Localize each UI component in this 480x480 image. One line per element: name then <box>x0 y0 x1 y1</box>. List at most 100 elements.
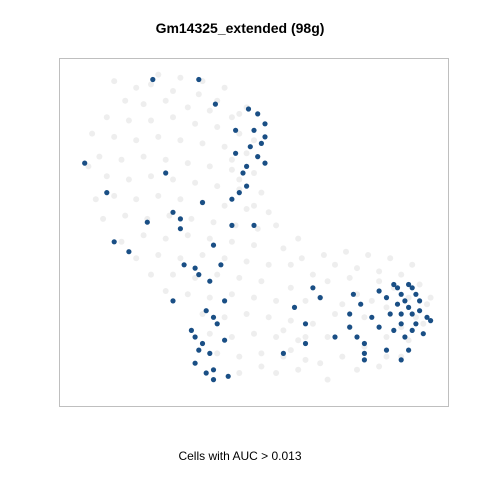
chart-title: Gm14325_extended (98g) <box>155 20 325 36</box>
highlighted-cell-point <box>406 304 412 310</box>
background-cell-point <box>427 294 434 301</box>
background-cell-point <box>251 137 257 144</box>
highlighted-cell-point <box>409 311 415 317</box>
highlighted-cell-point <box>196 272 202 278</box>
background-cell-point <box>309 320 316 327</box>
background-cell-point <box>228 114 235 121</box>
highlighted-cell-point <box>402 334 408 340</box>
background-cell-point <box>243 150 250 157</box>
background-cell-point <box>424 301 430 308</box>
highlighted-cell-point <box>332 334 338 340</box>
background-cell-point <box>251 294 257 301</box>
background-cell-point <box>206 330 213 337</box>
highlighted-cell-point <box>302 340 309 347</box>
highlighted-cell-point <box>233 127 239 133</box>
background-cell-point <box>236 176 243 183</box>
highlighted-cell-point <box>317 295 323 301</box>
background-cell-point <box>273 370 280 376</box>
highlighted-cell-point <box>361 357 367 363</box>
background-cell-point <box>258 363 265 370</box>
background-cell-point <box>405 337 412 344</box>
background-cell-point <box>206 107 213 114</box>
background-cell-point <box>92 196 99 203</box>
x-axis-label: Cells with AUC > 0.013 <box>178 449 302 463</box>
background-cell-point <box>188 215 195 222</box>
background-cell-point <box>148 117 154 124</box>
background-cell-point <box>199 252 206 258</box>
background-cell-point <box>302 356 309 363</box>
highlighted-cell-point <box>258 140 264 146</box>
highlighted-cell-point <box>255 154 261 160</box>
highlighted-cell-point <box>188 327 194 333</box>
background-cell-point <box>376 278 383 285</box>
background-cell-point <box>228 166 235 173</box>
highlighted-cell-point <box>255 111 261 117</box>
background-cell-point <box>155 71 162 78</box>
background-cell-point <box>254 225 261 232</box>
background-cell-point <box>287 317 294 324</box>
background-cell-point <box>103 114 110 121</box>
background-cell-point <box>258 350 265 357</box>
background-cell-point <box>280 327 287 334</box>
highlighted-cell-point <box>262 134 268 140</box>
background-cell-point <box>184 232 191 239</box>
highlighted-cell-point <box>244 163 250 169</box>
highlighted-cell-point <box>262 160 268 166</box>
background-cell-point <box>354 366 360 373</box>
background-cell-point <box>85 163 92 170</box>
background-cell-point <box>206 294 213 301</box>
background-cell-point <box>243 258 250 265</box>
highlighted-cell-point <box>251 127 257 133</box>
background-cell-point <box>273 297 280 304</box>
highlighted-cell-point <box>361 350 367 356</box>
background-cell-point <box>309 271 316 278</box>
background-cell-point <box>236 353 243 360</box>
highlighted-cell-point <box>394 301 401 307</box>
background-cell-point <box>265 314 272 321</box>
background-cell-point <box>177 74 184 81</box>
background-cell-point <box>416 281 423 288</box>
background-cell-point <box>111 78 118 85</box>
background-cell-point <box>162 156 169 163</box>
highlighted-cell-point <box>398 311 404 317</box>
background-cell-point <box>170 114 176 121</box>
background-cell-point <box>320 252 327 258</box>
highlighted-cell-point <box>150 76 156 83</box>
highlighted-cell-point <box>192 265 198 271</box>
background-cell-point <box>243 206 250 212</box>
background-cell-point <box>96 153 103 160</box>
background-cell-point <box>148 173 154 180</box>
highlighted-cell-point <box>409 327 415 333</box>
background-cell-point <box>170 88 176 94</box>
highlighted-cell-point <box>203 370 209 376</box>
highlighted-cell-point <box>391 327 397 333</box>
background-cell-point <box>383 334 390 340</box>
highlighted-cell-point <box>82 160 88 166</box>
highlighted-cell-point <box>163 170 169 176</box>
background-cell-point <box>133 255 140 262</box>
background-cell-point <box>206 235 213 242</box>
background-cell-point <box>155 133 162 140</box>
background-cell-point <box>376 363 383 370</box>
background-cell-point <box>409 261 416 268</box>
highlighted-cell-point <box>126 249 132 255</box>
background-cell-point <box>365 252 372 258</box>
background-cell-point <box>298 255 305 262</box>
highlighted-cell-point <box>383 347 390 353</box>
background-cell-point <box>228 156 235 163</box>
background-cell-point <box>383 353 390 360</box>
highlighted-cell-point <box>229 196 235 202</box>
highlighted-cell-point <box>170 298 176 304</box>
background-cell-point <box>103 173 110 180</box>
background-cell-point <box>221 314 228 321</box>
highlighted-cell-point <box>144 219 150 225</box>
background-cell-point <box>258 278 265 285</box>
highlighted-cell-point <box>417 308 423 314</box>
highlighted-cell-point <box>406 347 412 353</box>
background-cell-point <box>184 291 191 298</box>
background-cell-point <box>184 104 191 111</box>
background-cell-point <box>398 271 405 278</box>
background-cell-point <box>122 97 129 104</box>
background-cell-point <box>295 337 302 344</box>
highlighted-cell-point <box>413 321 419 327</box>
